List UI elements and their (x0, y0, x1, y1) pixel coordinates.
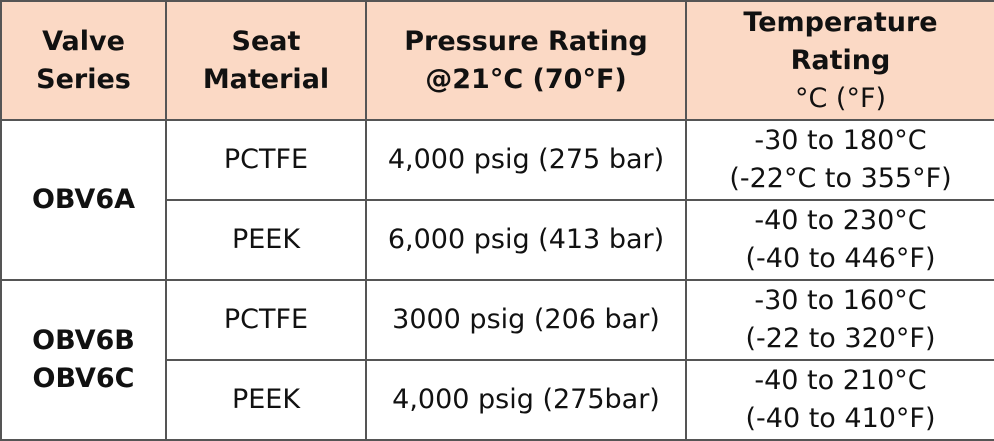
cell-line: Seat (231, 25, 301, 57)
header-cell: Seat Material (165, 0, 367, 121)
data-row: OBV6B OBV6C PCTFE 3000 psig (206 bar) -30 to… (0, 279, 994, 441)
data-row: PEEK 4,000 psig (275bar) -40 to 210°C (-40 … (1, 359, 994, 441)
cell-line: Series (36, 63, 131, 95)
cell-line: -30 to 180°C (754, 125, 927, 156)
cell-line: -40 to 230°C (754, 205, 927, 236)
cell-line: °C (°F) (794, 82, 887, 114)
cell-line: OBV6A (31, 184, 136, 215)
header-cell: Temperature Rating °C (°F) (685, 0, 994, 121)
cell-line: (-40 to 410°F) (745, 403, 936, 434)
data-row: OBV6A PCTFE 4,000 psig (275 bar) -30 to 180… (0, 119, 994, 281)
temperature-cell: -40 to 210°C (-40 to 410°F) (685, 359, 994, 441)
series-cell: OBV6B OBV6C (0, 279, 167, 441)
seat-cell: PCTFE (165, 279, 367, 361)
cell-line: -30 to 160°C (754, 285, 927, 316)
header-row: Valve Series Seat Material Pressure Rating @2… (0, 0, 994, 121)
cell-line: OBV6C (32, 363, 135, 394)
data-row: PEEK 6,000 psig (413 bar) -40 to 230°C (-40… (1, 199, 994, 281)
cell-line: @21°C (70°F) (425, 63, 627, 95)
cell-line: (-22°C to 355°F) (729, 163, 952, 194)
cell-line: OBV6B (32, 325, 135, 356)
temperature-cell: -30 to 160°C (-22 to 320°F) (685, 279, 994, 361)
cell-line: (-40 to 446°F) (745, 243, 936, 274)
temperature-cell: -40 to 230°C (-40 to 446°F) (685, 199, 994, 281)
cell-line: Rating (790, 44, 891, 76)
cell-line: -40 to 210°C (754, 365, 927, 396)
series-cell: OBV6A (0, 119, 167, 281)
seat-cell: PEEK (165, 199, 367, 281)
temperature-cell: -30 to 180°C (-22°C to 355°F) (685, 119, 994, 201)
pressure-cell: 3000 psig (206 bar) (365, 279, 687, 361)
pressure-cell: 4,000 psig (275 bar) (365, 119, 687, 201)
header-cell: Valve Series (0, 0, 167, 121)
seat-cell: PCTFE (165, 119, 367, 201)
pressure-cell: 6,000 psig (413 bar) (365, 199, 687, 281)
seat-cell: PEEK (165, 359, 367, 441)
cell-line: Material (202, 63, 330, 95)
header-cell: Pressure Rating @21°C (70°F) (365, 0, 687, 121)
cell-line: Valve (42, 25, 125, 57)
table-body: OBV6A PCTFE 4,000 psig (275 bar) -30 to 180… (0, 119, 994, 441)
cell-line: Pressure Rating (404, 25, 648, 57)
cell-line: Temperature (743, 6, 938, 38)
cell-line: (-22 to 320°F) (745, 323, 936, 354)
pressure-cell: 4,000 psig (275bar) (365, 359, 687, 441)
